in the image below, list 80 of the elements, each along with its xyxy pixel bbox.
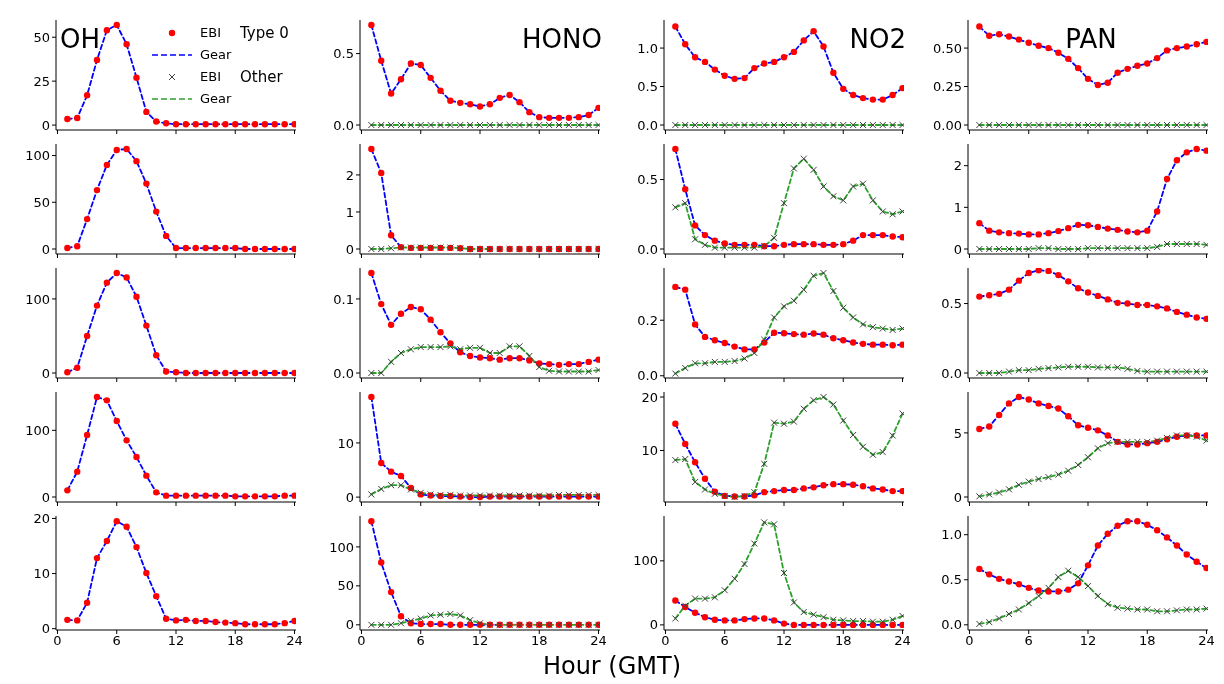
y-tick-label: 0.2 xyxy=(637,312,658,328)
x-tick-label: 0 xyxy=(53,633,62,649)
x-tick-label: 6 xyxy=(720,633,729,649)
y-tick-label: 0 xyxy=(953,241,962,257)
y-tick-label: 0.0 xyxy=(637,117,658,133)
y-tick-label: 100 xyxy=(25,148,50,164)
y-tick-label: 0 xyxy=(345,489,354,505)
y-tick-label: 0.0 xyxy=(637,368,658,384)
y-tick-label: 0.1 xyxy=(333,291,354,307)
y-tick-label: 100 xyxy=(329,539,354,555)
legend-label: EBI xyxy=(200,68,222,86)
legend-label: Gear xyxy=(200,46,233,64)
y-tick-label: 0 xyxy=(345,617,354,633)
y-tick-label: 0 xyxy=(41,489,50,505)
y-tick-label: 0 xyxy=(41,117,50,133)
x-tick-label: 18 xyxy=(226,633,244,649)
y-tick-label: 10 xyxy=(33,566,50,582)
y-tick-label: 0.0 xyxy=(941,365,962,381)
x-tick-label: 18 xyxy=(834,633,852,649)
y-tick-label: 10 xyxy=(337,435,354,451)
y-tick-label: 0.25 xyxy=(933,79,962,95)
y-tick-label: 50 xyxy=(337,578,354,594)
y-tick-label: 2 xyxy=(345,167,354,183)
y-tick-label: 0.5 xyxy=(637,172,658,188)
legend-label: Gear xyxy=(200,90,233,108)
chart-title: PAN xyxy=(1064,24,1118,54)
x-tick-label: 24 xyxy=(286,633,303,649)
x-axis-title: Hour (GMT) xyxy=(541,652,683,680)
y-tick-label: 50 xyxy=(33,29,50,45)
y-tick-label: 25 xyxy=(33,73,50,89)
y-tick-label: 10 xyxy=(641,443,658,459)
y-tick-label: 0.50 xyxy=(933,40,962,56)
x-tick-label: 24 xyxy=(1198,633,1215,649)
x-tick-label: 24 xyxy=(894,633,911,649)
y-tick-label: 100 xyxy=(25,291,50,307)
x-tick-label: 0 xyxy=(661,633,670,649)
y-tick-label: 100 xyxy=(25,422,50,438)
y-tick-label: 50 xyxy=(33,194,50,210)
x-tick-label: 12 xyxy=(1079,633,1097,649)
legend-label: EBI xyxy=(200,24,222,42)
y-tick-label: 5 xyxy=(953,425,962,441)
y-tick-label: 20 xyxy=(33,511,50,527)
x-tick-label: 6 xyxy=(416,633,425,649)
y-tick-label: 0.0 xyxy=(333,365,354,381)
y-tick-label: 0.5 xyxy=(941,572,962,588)
y-tick-label: 0 xyxy=(345,241,354,257)
x-tick-label: 18 xyxy=(530,633,548,649)
y-tick-label: 0.0 xyxy=(941,617,962,633)
x-tick-label: 0 xyxy=(965,633,974,649)
y-tick-label: 0.00 xyxy=(933,117,962,133)
annotation: Type 0 xyxy=(240,23,290,44)
y-tick-label: 2 xyxy=(953,158,962,174)
y-tick-label: 0.5 xyxy=(637,79,658,95)
x-tick-label: 12 xyxy=(775,633,793,649)
x-tick-label: 12 xyxy=(167,633,185,649)
y-tick-label: 1.0 xyxy=(941,527,962,543)
y-tick-label: 1.0 xyxy=(637,40,658,56)
y-tick-label: 1 xyxy=(345,204,354,220)
y-tick-label: 0 xyxy=(41,241,50,257)
x-tick-label: 6 xyxy=(112,633,121,649)
x-tick-label: 12 xyxy=(471,633,489,649)
x-tick-label: 18 xyxy=(1138,633,1156,649)
y-tick-label: 0.5 xyxy=(941,296,962,312)
y-tick-label: 0 xyxy=(41,621,50,637)
x-tick-label: 0 xyxy=(357,633,366,649)
y-tick-label: 0.5 xyxy=(333,46,354,62)
annotation: Other xyxy=(240,67,284,88)
y-tick-label: 20 xyxy=(641,389,658,405)
chart-title: HONO xyxy=(521,24,602,54)
x-tick-label: 24 xyxy=(590,633,607,649)
y-tick-label: 1 xyxy=(953,199,962,215)
chart-title: OH xyxy=(60,24,101,54)
y-tick-label: 0 xyxy=(649,617,658,633)
y-tick-label: 0.0 xyxy=(637,241,658,257)
y-tick-label: 0 xyxy=(953,489,962,505)
chart-title: NO2 xyxy=(848,24,906,54)
y-tick-label: 0.0 xyxy=(333,117,354,133)
y-tick-label: 100 xyxy=(633,553,658,569)
x-tick-label: 6 xyxy=(1024,633,1033,649)
y-tick-label: 0 xyxy=(41,365,50,381)
